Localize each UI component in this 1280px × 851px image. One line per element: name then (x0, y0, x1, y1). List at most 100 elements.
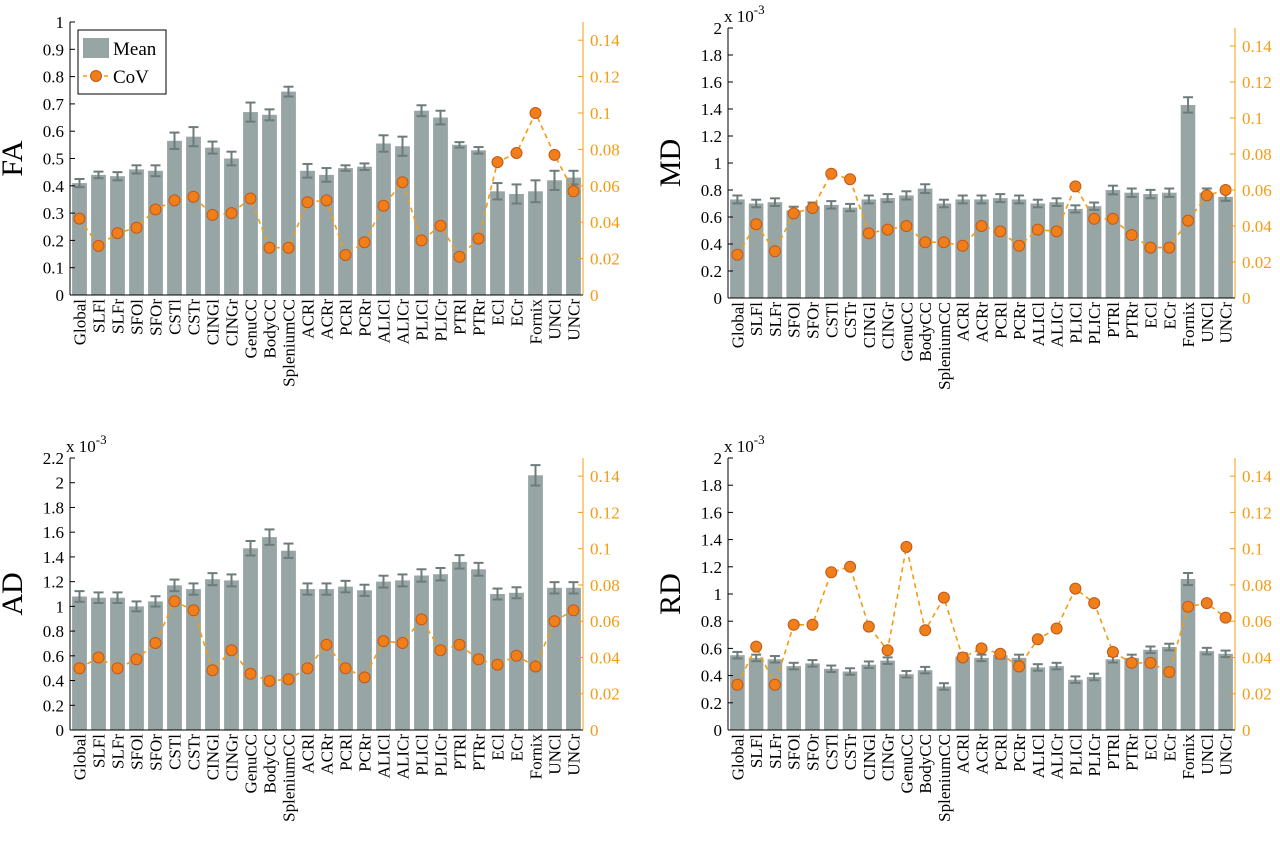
cov-point-ACRl (956, 651, 969, 664)
cov-point-UNCl (548, 615, 561, 628)
bar-ACRr (319, 589, 334, 730)
x-tick-label: BodyCC (916, 302, 935, 362)
x-tick-label: SLFr (766, 302, 785, 337)
x-tick-label: ACRl (954, 302, 973, 342)
cov-point-PLICl (415, 234, 428, 247)
bar-GenuCC (243, 548, 258, 730)
x-tick-label: CSTr (841, 302, 860, 339)
left-tick-label: 0.2 (43, 231, 64, 250)
exponent-power: -3 (754, 2, 765, 17)
x-tick-label: GenuCC (897, 734, 916, 794)
x-tick-label: ALICl (375, 734, 394, 779)
cov-point-SLFl (92, 239, 105, 252)
cov-line (79, 600, 574, 682)
bar-BodyCC (262, 114, 277, 295)
cov-point-CINGr (881, 644, 894, 657)
bar-ALICl (376, 143, 391, 295)
cov-point-ACRr (975, 220, 988, 232)
right-tick-label: 0.12 (1242, 73, 1272, 92)
cov-point-ALICr (396, 176, 409, 189)
cov-point-UNCl (1200, 189, 1213, 202)
x-tick-label: CSTr (185, 734, 204, 771)
cov-point-Fornix (1182, 214, 1195, 227)
cov-point-SpleniumCC (282, 673, 295, 686)
legend-label-mean: Mean (113, 39, 157, 60)
x-tick-label: ALICl (1029, 302, 1048, 347)
x-tick-label: CINGr (223, 299, 242, 347)
cov-point-PTRl (453, 638, 466, 651)
left-tick-label: 0.6 (701, 208, 722, 227)
x-tick-label: Global (71, 299, 90, 346)
bar-ECl (490, 191, 505, 295)
bar-CSTr (186, 136, 201, 295)
cov-point-SLFl (750, 640, 763, 653)
bar-ACRl (300, 170, 315, 295)
bar-SFOr (148, 170, 163, 295)
x-tick-label: PLICl (413, 299, 432, 341)
bar-PTRr (1124, 192, 1139, 298)
x-tick-label: Fornix (1179, 734, 1198, 780)
bar-UNCr (566, 177, 581, 295)
bar-PTRr (471, 150, 486, 295)
left-tick-label: 0.8 (701, 181, 722, 200)
x-tick-label: CINGl (204, 299, 223, 346)
bar-CINGr (880, 660, 895, 730)
bar-PTRl (1105, 659, 1121, 730)
x-tick-label: ALICl (375, 299, 394, 344)
cov-point-SpleniumCC (937, 236, 950, 249)
left-tick-label: 0.8 (43, 622, 64, 641)
cov-line (736, 172, 1226, 256)
x-tick-label: ECl (1142, 734, 1161, 761)
cov-point-SLFl (92, 651, 105, 664)
x-tick-label: PLICl (1066, 734, 1085, 776)
x-tick-label: ALICr (1048, 302, 1067, 348)
cov-point-PLICl (1069, 180, 1082, 193)
right-tick-label: 0.08 (590, 140, 620, 159)
bar-PLICr (433, 117, 448, 295)
cov-point-CINGr (225, 207, 238, 220)
left-tick-label: 1.6 (701, 503, 722, 522)
bar-CSTr (842, 671, 858, 730)
exponent-power: -3 (96, 432, 107, 447)
right-tick-label: 0.1 (1242, 540, 1263, 559)
cov-point-ACRl (301, 662, 314, 675)
left-tick-label: 1.6 (43, 523, 64, 542)
x-tick-label: CSTl (822, 302, 841, 338)
bar-CINGl (205, 147, 220, 295)
right-tick-label: 0.08 (1242, 576, 1272, 595)
right-tick-label: 0.04 (1242, 217, 1272, 236)
right-tick-label: 0.04 (590, 648, 620, 667)
cov-point-ACRr (320, 194, 333, 207)
exponent-label: x 10-3 (724, 2, 765, 26)
bar-ALICl (376, 581, 391, 730)
left-tick-label: 0.4 (43, 672, 65, 691)
chart-panel-md: 0 0.2 0.4 0.6 0.8 1 1.2 1.4 1.6 1.8 2 0 0.02 0.04 0.06… (654, 2, 1272, 390)
cov-point-CINGl (206, 664, 219, 677)
bar-SFOr (805, 206, 820, 298)
cov-point-CINGl (862, 620, 875, 633)
right-tick-label: 0.02 (590, 685, 620, 704)
bar-ACRr (319, 174, 334, 295)
cov-point-SFOl (787, 207, 800, 220)
bar-CSTl (167, 585, 182, 730)
cov-point-SFOl (130, 653, 143, 666)
cov-point-PTRl (1106, 212, 1119, 225)
x-tick-label: PTRr (1123, 734, 1142, 771)
chart-panel-rd: 0 0.2 0.4 0.6 0.8 1 1.2 1.4 1.6 1.8 2 0 0.02 0.04 0.06… (654, 432, 1272, 822)
bar-Fornix (1180, 579, 1196, 730)
bar-ALICr (395, 146, 410, 295)
x-tick-label: ECr (1160, 302, 1179, 330)
right-tick-label: 0.14 (1242, 467, 1272, 486)
x-tick-label: CSTl (166, 734, 185, 770)
right-tick-label: 0.06 (1242, 181, 1272, 200)
left-tick-label: 2.2 (43, 449, 64, 468)
bar-SpleniumCC (936, 686, 952, 730)
right-tick-label: 0 (590, 286, 599, 305)
cov-point-CINGl (862, 227, 875, 240)
bar-SpleniumCC (281, 550, 296, 730)
right-tick-label: 0.12 (590, 503, 620, 522)
cov-point-ALICl (1031, 223, 1044, 236)
x-tick-label: PLICr (1085, 302, 1104, 345)
cov-point-PTRr (472, 232, 485, 245)
